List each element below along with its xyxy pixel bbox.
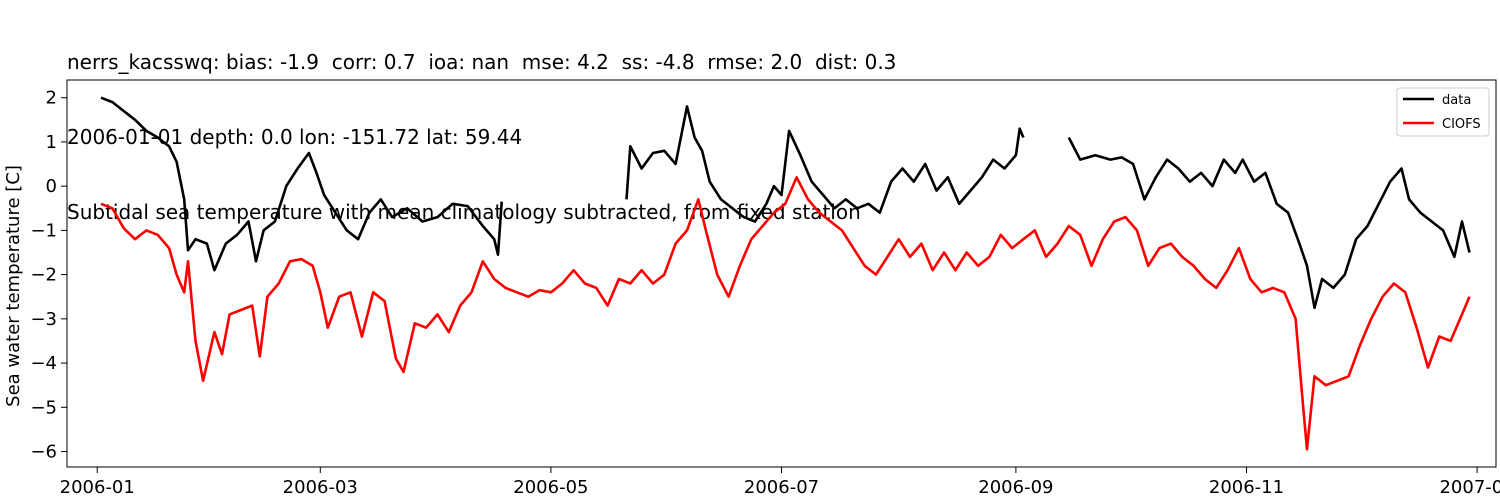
- series-data: [100, 96, 1471, 310]
- x-axis: 2006-01 2006-03 2006-05 2006-07 2006-09 2006-…: [60, 467, 1500, 498]
- x-tick-label: 2006-11: [1209, 477, 1284, 498]
- x-tick-label: 2006-05: [513, 477, 588, 498]
- series-data-line-1: [100, 96, 503, 272]
- x-tick-label: 2006-07: [744, 477, 819, 498]
- series-layer: [100, 96, 1471, 451]
- plot-frame: [66, 79, 1497, 468]
- legend-label-data: data: [1442, 93, 1471, 108]
- x-tick-label: 2006-01: [60, 477, 135, 498]
- y-tick-label: −5: [30, 397, 57, 418]
- x-tick-label: 2006-09: [978, 477, 1053, 498]
- y-tick-label: −2: [30, 265, 57, 286]
- x-tick-label: 2007-01: [1439, 477, 1500, 498]
- series-ciofs-line-1: [100, 176, 1471, 451]
- title-line-1: nerrs_kacsswq: bias: -1.9 corr: 0.7 ioa:…: [67, 50, 897, 74]
- y-tick-label: −3: [30, 309, 57, 330]
- y-tick-label: 1: [46, 132, 57, 153]
- title-line-2: 2006-01-01 depth: 0.0 lon: -151.72 lat: …: [67, 125, 523, 149]
- y-tick-label: −6: [30, 442, 57, 463]
- series-ciofs: [100, 176, 1471, 451]
- y-tick-label: 2: [46, 88, 57, 109]
- legend: data CIOFS: [1396, 87, 1490, 137]
- series-data-line-3: [1067, 136, 1471, 310]
- y-tick-label: −1: [30, 220, 57, 241]
- y-axis-label: Sea water temperature [C]: [3, 165, 24, 407]
- x-tick-label: 2006-03: [283, 477, 358, 498]
- y-tick-label: −4: [30, 353, 57, 374]
- title-line-3: Subtidal sea temperature with mean clima…: [67, 200, 861, 224]
- legend-label-ciofs: CIOFS: [1442, 117, 1481, 132]
- chart-title: nerrs_kacsswq: bias: -1.9 corr: 0.7 ioa:…: [67, 0, 896, 250]
- y-tick-label: 0: [46, 176, 57, 197]
- series-data-line-2: [625, 105, 1025, 223]
- y-axis: 2 1 0 −1 −2 −3 −4 −5 −6: [30, 88, 67, 463]
